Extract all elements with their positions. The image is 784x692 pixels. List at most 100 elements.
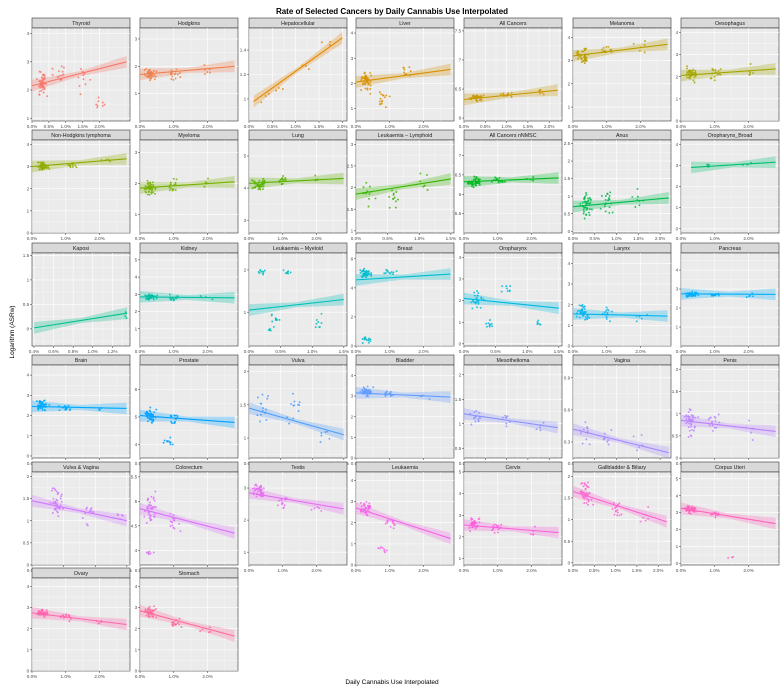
data-point [377,547,380,550]
y-tick-label: 0.3 [564,440,571,445]
y-tick-label: 0 [27,669,30,674]
y-tick-label: 2 [459,372,462,377]
trend-line [249,298,344,311]
data-point [255,488,258,491]
data-point [43,74,46,77]
x-tick-label: 1.0% [493,236,503,241]
y-tick-label: 1 [27,647,30,652]
y-tick-label: 2 [135,309,138,314]
x-tick-label: 0.0% [568,568,578,573]
data-point [501,285,504,288]
data-point [583,62,586,65]
data-point [256,414,259,417]
data-point [163,439,166,442]
trend-line [140,508,235,534]
data-point [745,296,748,298]
data-point [368,504,371,507]
x-tick-label: 2.0% [526,568,536,573]
data-point [124,311,127,314]
data-point [154,608,157,610]
x-tick-label: 0.0% [351,236,361,241]
data-point [318,326,321,329]
y-tick-label: 1 [351,541,354,546]
data-point [604,210,607,213]
data-point [178,72,181,74]
y-tick-label: 2 [676,527,679,532]
panel-background [355,252,455,347]
panel-background [680,471,780,566]
y-tick-label: 2 [27,88,30,93]
data-point [584,54,587,57]
data-point [713,426,716,429]
y-tick-label: 4 [568,261,571,266]
data-point [685,415,688,418]
data-point [271,320,274,323]
y-tick-label: 2 [351,185,354,190]
data-point [286,416,289,419]
panel-thyroid: Thyroid 0.0% 0.5% 1.0% 1.5% 2.0% 1 2 3 4 [27,17,131,129]
data-point [314,174,317,177]
data-point [469,412,472,415]
x-tick-label: 2.0% [743,568,753,573]
data-point [360,79,363,82]
y-tick-label: 1 [244,97,247,102]
data-point [468,526,471,529]
data-point [714,516,717,519]
data-point [363,272,366,275]
panel-gallbladder-biliary: Gallbladder & Biliary 0.0% 0.5% 1.0% 1.5% 2.0… [564,461,672,573]
data-point [578,55,581,58]
data-point [98,408,101,411]
data-point [506,287,508,290]
data-point [585,200,588,203]
data-point [293,400,296,403]
trend-line [356,68,451,83]
data-point [59,497,62,500]
panel-plot-area [464,253,562,346]
data-point [44,403,47,406]
data-point [153,78,156,81]
data-point [380,102,383,105]
data-point [80,68,82,70]
y-tick-label: 4 [351,373,354,378]
data-point [385,549,388,552]
x-tick-label: 2.0% [94,124,104,129]
data-point [589,201,592,204]
panel-strip-label: Testis [291,465,305,471]
data-point [607,309,610,312]
data-point [477,518,480,521]
x-tick-label: 1.0% [169,674,179,679]
data-point [581,442,584,445]
trend-line [464,413,558,429]
data-point [54,489,57,491]
panel-strip-label: Cervix [505,465,520,471]
data-point [384,522,387,525]
panel-hepatocellular: Hepatocellular 0.0% 0.5% 1.0% 1.5% 2.0% 1 1.2 1.… [240,17,348,129]
data-point [495,524,498,527]
data-point [55,498,58,501]
data-point [494,176,496,179]
data-point [261,407,264,410]
panel-background [31,139,131,234]
y-tick-label: 2 [459,534,462,539]
x-tick-label: 1.0% [611,236,621,241]
data-point [67,404,70,407]
data-point [634,206,637,208]
data-point [38,90,41,93]
data-point [367,205,370,208]
x-tick-label: 2.0% [94,674,104,679]
data-point [403,71,406,74]
data-point [536,323,539,326]
data-point [383,272,386,275]
panel-plot-area [356,28,454,121]
data-point [476,95,479,98]
data-point [692,416,695,418]
data-point [751,439,754,441]
data-point [282,179,285,181]
y-tick-label: 3 [27,605,30,610]
data-point [95,103,98,106]
y-tick-label: 4 [568,35,571,40]
data-point [389,272,392,275]
data-point [467,182,469,185]
data-point [364,82,367,84]
data-point [60,493,63,496]
